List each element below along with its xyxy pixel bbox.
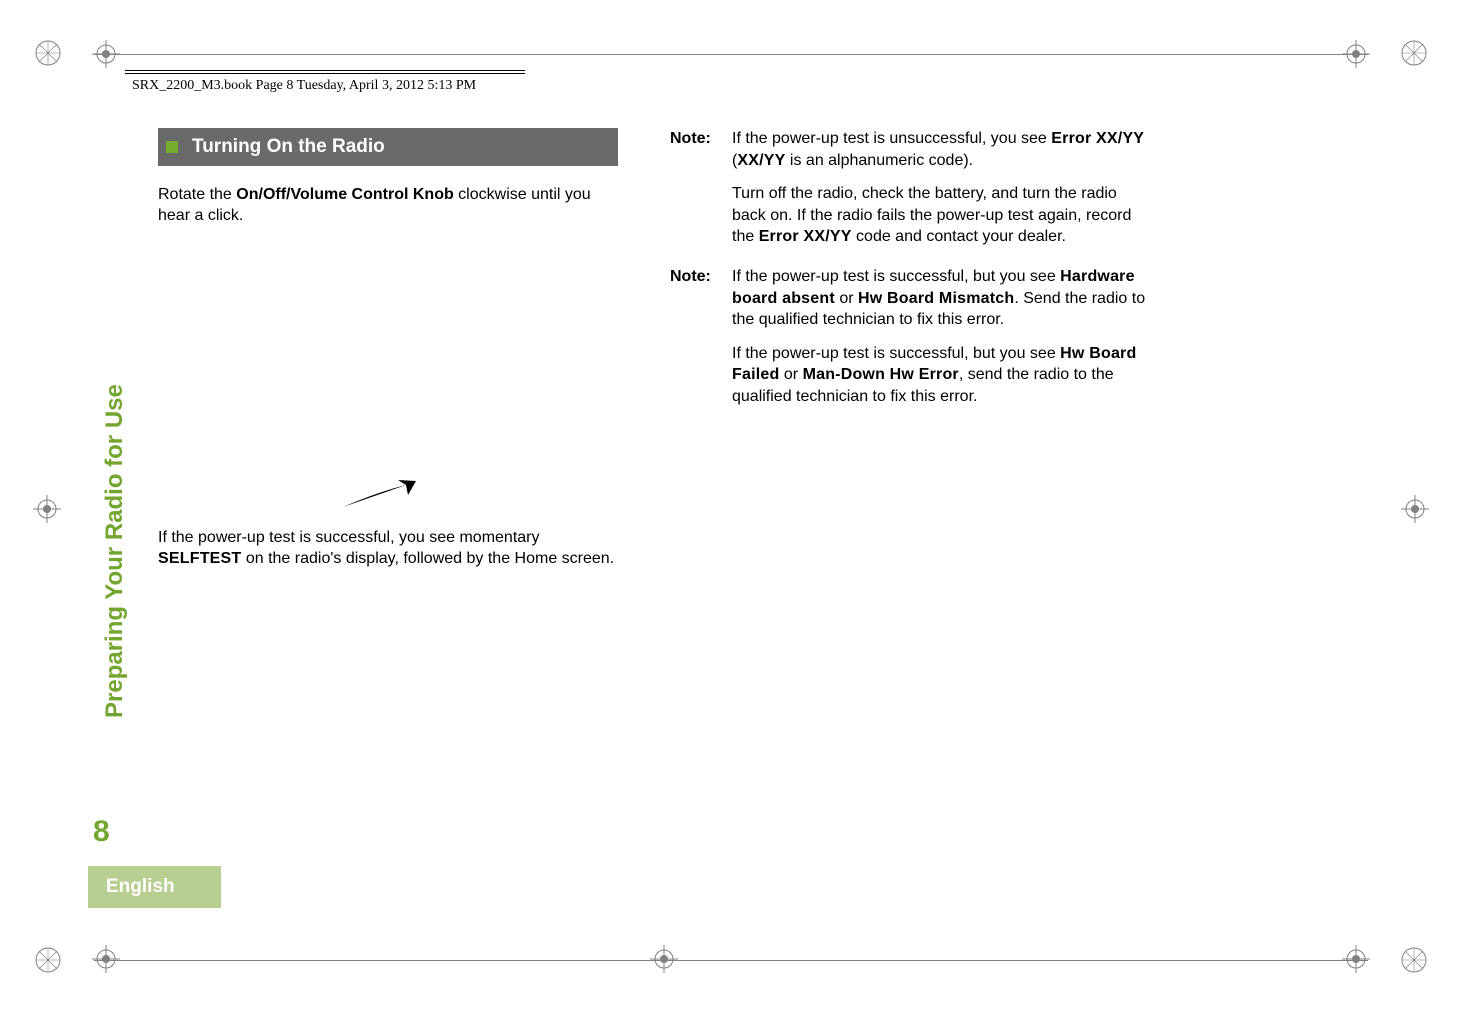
n2-a: If the power-up test is successful, but …	[732, 268, 1060, 285]
arrow-icon	[338, 477, 418, 524]
n2-code2: Hw Board Mismatch	[858, 290, 1014, 307]
n1-c: is an alphanumeric code).	[785, 152, 973, 169]
side-title-text: Preparing Your Radio for Use	[101, 384, 128, 718]
note-2: Note: If the power-up test is successful…	[670, 266, 1150, 331]
column-left: Turning On the Radio Rotate the On/Off/V…	[158, 128, 618, 580]
n1p2-b: code and contact your dealer.	[852, 228, 1066, 245]
knob-name: On/Off/Volume Control Knob	[236, 186, 453, 203]
bullet-square-icon	[166, 141, 178, 153]
selftest-paragraph: If the power-up test is successful, you …	[158, 527, 618, 570]
crop-rule-top	[94, 54, 1368, 55]
selftest-post: on the radio's display, followed by the …	[241, 550, 614, 567]
page-root: SRX_2200_M3.book Page 8 Tuesday, April 3…	[0, 0, 1462, 1013]
reg-mark-tl	[35, 40, 61, 66]
note-label-2: Note:	[670, 266, 732, 288]
n1-code1: Error XX/YY	[1051, 130, 1144, 147]
reg-mark-bl	[35, 947, 61, 973]
note-1: Note: If the power-up test is unsuccessf…	[670, 128, 1150, 171]
note-body-2: If the power-up test is successful, but …	[732, 266, 1150, 331]
section-title: Turning On the Radio	[192, 134, 385, 160]
section-heading: Turning On the Radio	[158, 128, 618, 166]
running-head-rule	[125, 70, 525, 74]
reg-mark-tr	[1401, 40, 1427, 66]
intro-paragraph: Rotate the On/Off/Volume Control Knob cl…	[158, 184, 618, 227]
note-1-para2: Turn off the radio, check the battery, a…	[732, 183, 1150, 248]
selftest-code: SELFTEST	[158, 550, 241, 567]
target-mark-br	[1342, 945, 1370, 973]
n1p2-code: Error XX/YY	[759, 228, 852, 245]
target-mark-tl	[92, 40, 120, 68]
figure-area	[158, 237, 618, 527]
target-mark-ml	[33, 495, 61, 523]
target-mark-tr	[1342, 40, 1370, 68]
target-mark-bm	[650, 945, 678, 973]
n2p2-a: If the power-up test is successful, but …	[732, 345, 1060, 362]
n1-code2: XX/YY	[737, 152, 785, 169]
target-mark-mr	[1401, 495, 1429, 523]
crop-rule-bottom	[94, 960, 1368, 961]
n2-b: or	[835, 290, 858, 307]
page-number: 8	[93, 815, 110, 849]
intro-pre: Rotate the	[158, 186, 236, 203]
language-tab: English	[88, 866, 221, 908]
note-2-para2: If the power-up test is successful, but …	[732, 343, 1150, 408]
note-label-1: Note:	[670, 128, 732, 150]
side-section-title: Preparing Your Radio for Use	[101, 384, 129, 718]
running-head: SRX_2200_M3.book Page 8 Tuesday, April 3…	[132, 78, 476, 94]
reg-mark-br	[1401, 947, 1427, 973]
n2p2-code2: Man-Down Hw Error	[803, 366, 959, 383]
n2p2-b: or	[779, 366, 802, 383]
language-label: English	[106, 876, 175, 897]
selftest-pre: If the power-up test is successful, you …	[158, 529, 540, 546]
target-mark-bl	[92, 945, 120, 973]
note-body-1: If the power-up test is unsuccessful, yo…	[732, 128, 1150, 171]
column-right: Note: If the power-up test is unsuccessf…	[670, 128, 1150, 426]
n1-a: If the power-up test is unsuccessful, yo…	[732, 130, 1051, 147]
